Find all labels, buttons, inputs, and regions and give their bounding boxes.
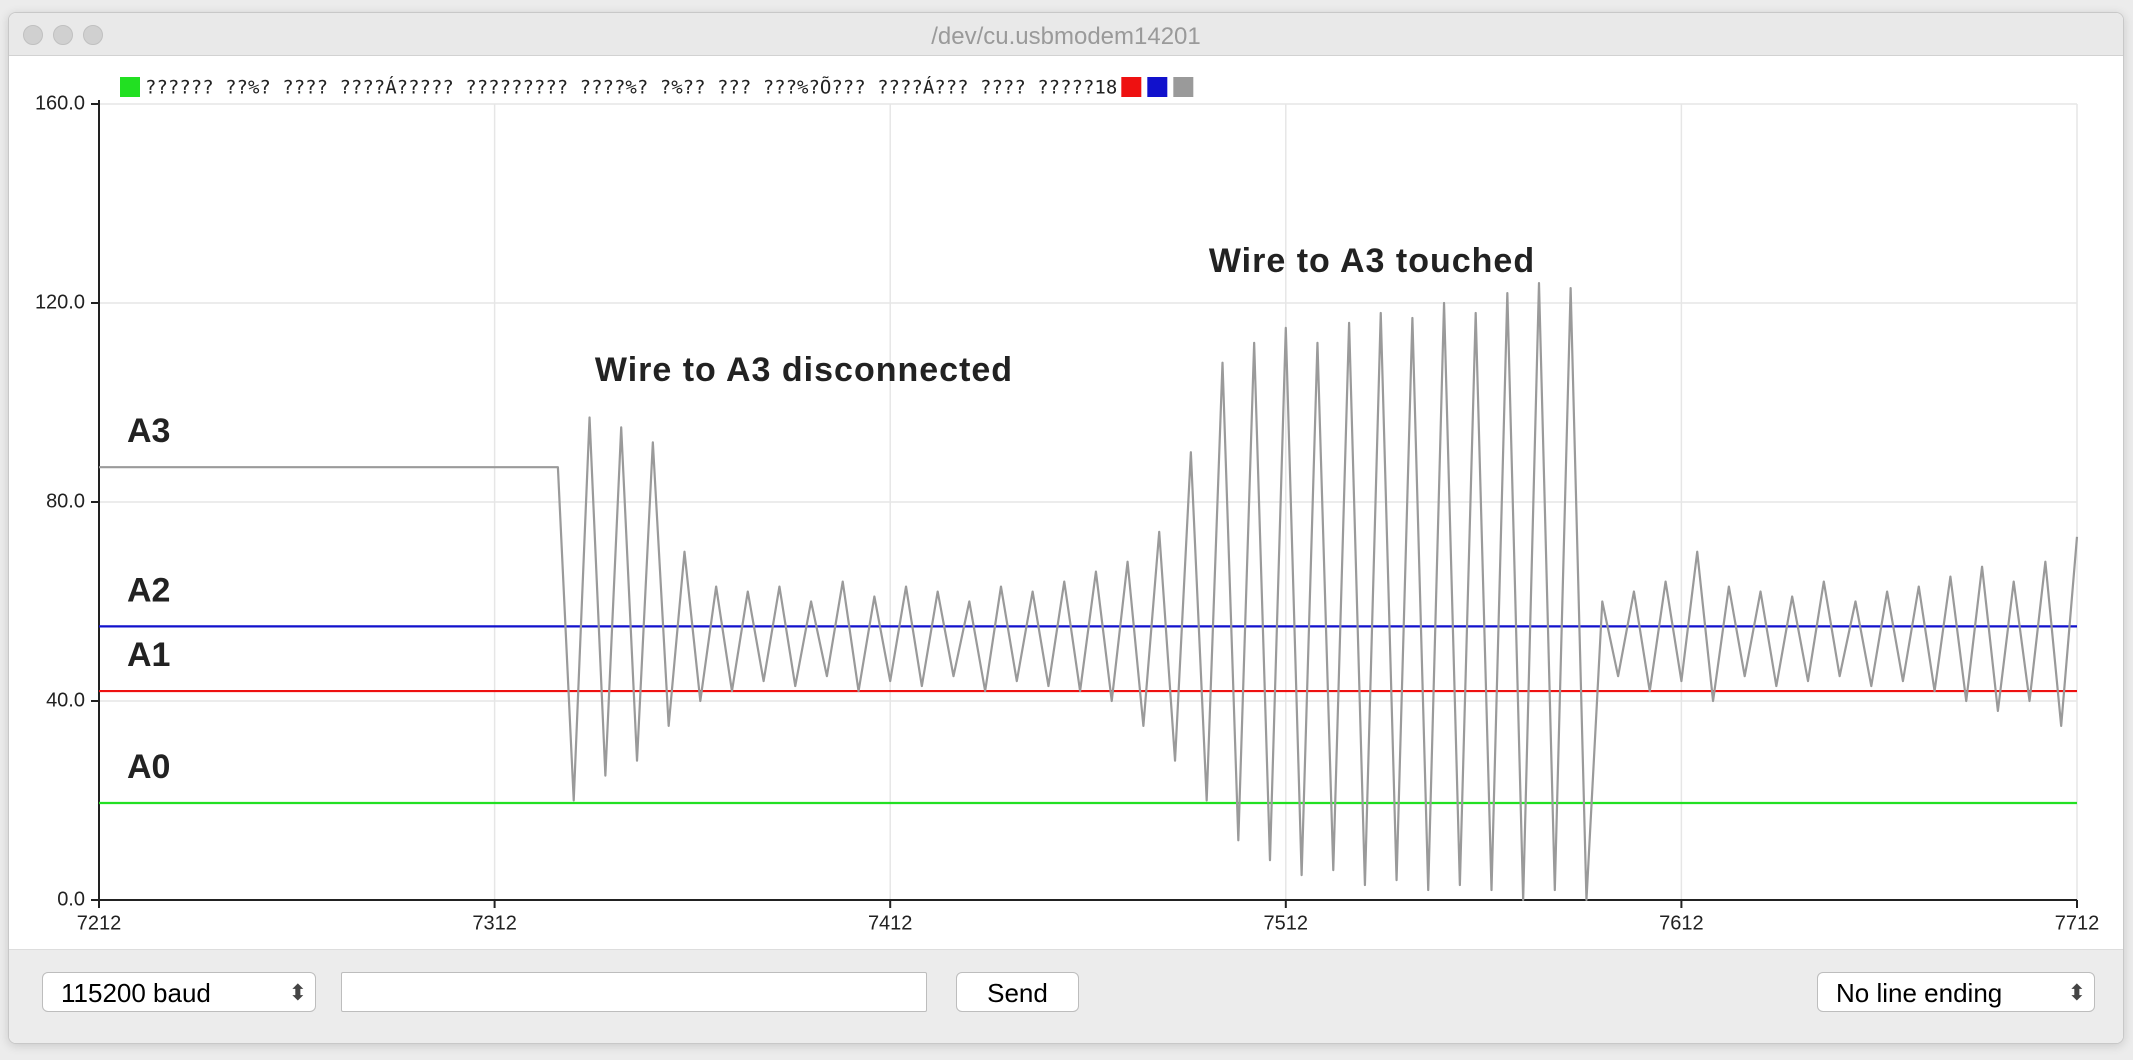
- window-title: /dev/cu.usbmodem14201: [931, 23, 1201, 50]
- y-tick-label: 0.0: [57, 888, 85, 910]
- y-tick-label: 120.0: [35, 291, 85, 313]
- series-label: A3: [127, 412, 170, 450]
- series-line: [99, 282, 2079, 902]
- x-tick-label: 7212: [77, 912, 122, 934]
- annotation: Wire to A3 disconnected: [595, 351, 1013, 389]
- x-tick-label: 7412: [868, 912, 913, 934]
- x-tick-label: 7312: [472, 912, 517, 934]
- legend-swatch: [1147, 77, 1168, 97]
- legend-swatch: [1121, 77, 1142, 97]
- y-tick-label: 40.0: [46, 689, 85, 711]
- title-bar: /dev/cu.usbmodem14201: [9, 13, 2123, 56]
- close-button[interactable]: [23, 25, 43, 45]
- plot: 0.0 40.0 80.0 120.0 160.0 7212 7312 7412 7512 761…: [35, 76, 2100, 935]
- baud-select[interactable]: 115200 baud: [42, 972, 316, 1013]
- series-label: A2: [127, 571, 170, 609]
- send-input[interactable]: [341, 972, 927, 1012]
- y-tick-label: 80.0: [46, 490, 85, 512]
- legend-text: ?????? ??%? ???? ????Á????? ????????? ??…: [145, 76, 1117, 99]
- zoom-button[interactable]: [83, 25, 103, 45]
- line-ending-select[interactable]: No line ending: [1817, 972, 2095, 1013]
- x-tick-label: 7712: [2055, 912, 2100, 934]
- minimize-button[interactable]: [53, 25, 73, 45]
- legend-swatch: [120, 77, 140, 97]
- x-tick-label: 7512: [1264, 912, 1309, 934]
- y-tick-label: 160.0: [35, 92, 85, 114]
- series-label: A1: [127, 636, 170, 674]
- series-label: A0: [127, 748, 170, 786]
- bottom-bar: 115200 baud Send No line ending: [9, 949, 2123, 1043]
- legend-swatch: [1173, 77, 1194, 97]
- annotation: Wire to A3 touched: [1209, 242, 1535, 280]
- window: /dev/cu.usbmodem14201 0.0 40.0 80.0 120.0 16…: [8, 12, 2124, 1044]
- x-tick-label: 7612: [1659, 912, 1704, 934]
- send-button[interactable]: Send: [956, 972, 1079, 1012]
